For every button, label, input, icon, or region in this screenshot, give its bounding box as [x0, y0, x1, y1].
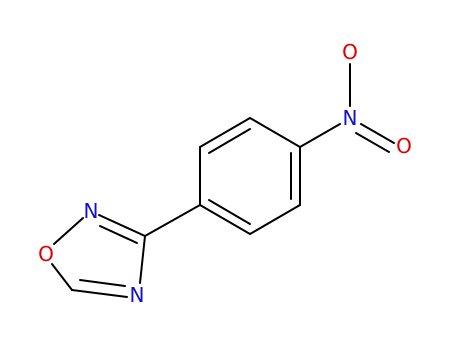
bond [249, 117, 301, 148]
atom-label: N [84, 199, 99, 223]
bond [208, 128, 251, 154]
atom-label: O [396, 134, 412, 158]
atom-label: O [342, 40, 358, 64]
atom-label: O [38, 242, 54, 266]
bond [199, 117, 251, 148]
bond [51, 263, 73, 291]
bond [99, 225, 138, 244]
bond [199, 204, 251, 235]
bond [208, 199, 251, 225]
bond [355, 132, 390, 153]
atom-label: N [343, 106, 358, 130]
atom-label: N [130, 283, 145, 307]
bond [53, 217, 84, 245]
bond [79, 279, 126, 287]
bond [299, 123, 341, 148]
bond [139, 235, 146, 284]
bond [249, 204, 301, 235]
bond [71, 289, 128, 298]
bond [360, 123, 395, 144]
bond [144, 204, 201, 237]
bond [98, 214, 146, 237]
bonds [51, 63, 395, 298]
